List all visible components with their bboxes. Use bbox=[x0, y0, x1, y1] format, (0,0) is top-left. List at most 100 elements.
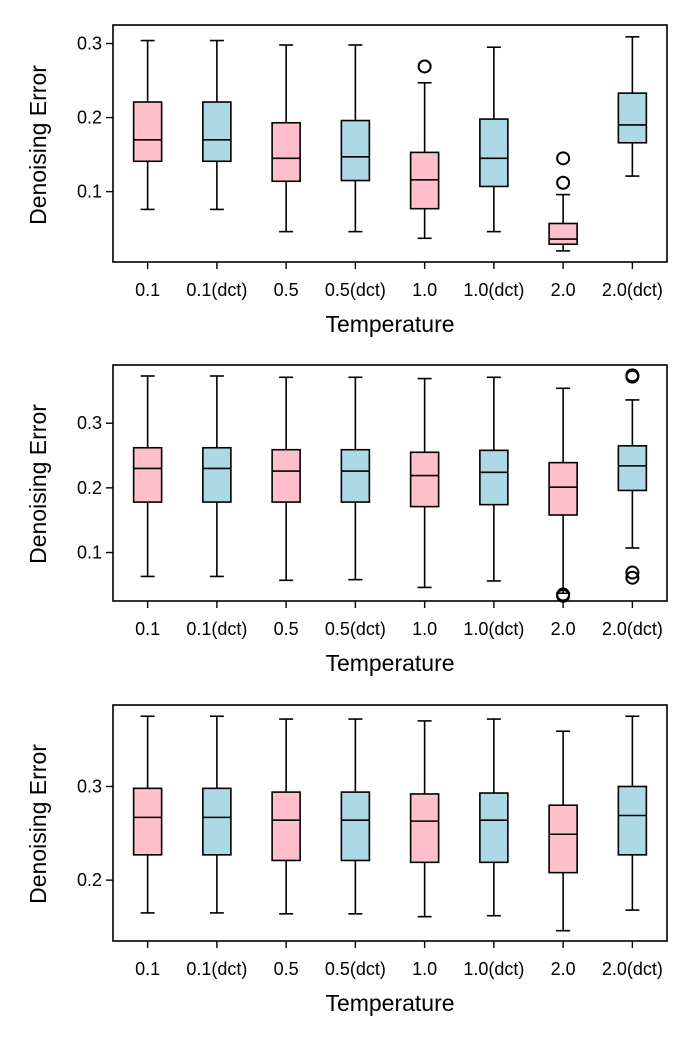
y-axis-label-group: Denoising Error bbox=[25, 744, 51, 904]
box-iqr bbox=[548, 222, 578, 246]
box-0.5(dct) bbox=[340, 718, 371, 915]
box-iqr bbox=[271, 791, 301, 862]
box-iqr bbox=[340, 791, 371, 862]
box-iqr bbox=[202, 446, 232, 503]
x-tick-label: 1.0 bbox=[412, 959, 437, 979]
box-1.0 bbox=[409, 377, 440, 589]
y-tick-label: 0.3 bbox=[77, 776, 102, 796]
box-iqr bbox=[202, 101, 232, 163]
y-axis-label: Denoising Error bbox=[25, 65, 51, 225]
box-2.0 bbox=[548, 151, 578, 252]
y-axis-label: Denoising Error bbox=[25, 404, 51, 564]
box-iqr bbox=[617, 92, 648, 144]
chart-panel-1: Denoising Error Temperature 0.1 0.2 0.3 0.1… bbox=[25, 24, 668, 337]
y-axis-label: Denoising Error bbox=[25, 744, 51, 904]
x-tick-label: 0.1(dct) bbox=[186, 619, 247, 639]
box-1.0(dct) bbox=[479, 46, 509, 233]
outlier-point bbox=[556, 587, 571, 602]
outlier-point bbox=[556, 175, 571, 190]
plot-area-frame bbox=[112, 24, 668, 263]
box-iqr bbox=[479, 449, 509, 506]
box-0.1 bbox=[132, 375, 163, 578]
box-iqr bbox=[548, 804, 578, 874]
box-iqr bbox=[132, 101, 163, 163]
box-2.0(dct) bbox=[617, 36, 648, 177]
x-tick-label: 1.0 bbox=[412, 619, 437, 639]
y-tick-label: 0.1 bbox=[77, 543, 102, 563]
box-iqr bbox=[548, 461, 578, 516]
box-0.1 bbox=[132, 39, 163, 211]
x-axis-label: Temperature bbox=[325, 650, 454, 676]
x-tick-label: 2.0(dct) bbox=[602, 619, 663, 639]
x-tick-label: 0.1(dct) bbox=[186, 280, 247, 300]
x-tick-label: 1.0 bbox=[412, 280, 437, 300]
box-iqr bbox=[617, 445, 648, 492]
box-1.0 bbox=[409, 720, 440, 918]
x-tick-label: 0.5(dct) bbox=[325, 619, 386, 639]
x-tick-label: 0.1 bbox=[135, 619, 160, 639]
y-tick-label: 0.1 bbox=[77, 182, 102, 202]
box-iqr bbox=[271, 448, 301, 503]
x-tick-label: 1.0(dct) bbox=[463, 280, 524, 300]
box-iqr bbox=[479, 792, 509, 864]
y-axis-label-group: Denoising Error bbox=[25, 404, 51, 564]
plot-area-frame bbox=[112, 364, 668, 602]
box-0.1(dct) bbox=[202, 39, 232, 211]
x-axis-label: Temperature bbox=[325, 311, 454, 337]
x-tick-label: 2.0(dct) bbox=[602, 959, 663, 979]
box-iqr bbox=[132, 446, 163, 503]
x-tick-label: 0.5 bbox=[274, 959, 299, 979]
box-2.0 bbox=[548, 387, 578, 603]
box-0.1(dct) bbox=[202, 715, 232, 914]
box-iqr bbox=[617, 785, 648, 856]
outlier-point bbox=[625, 368, 640, 383]
x-tick-label: 0.5 bbox=[274, 280, 299, 300]
box-iqr bbox=[340, 448, 371, 503]
x-tick-label: 0.1(dct) bbox=[186, 959, 247, 979]
box-iqr bbox=[132, 787, 163, 856]
plot-area-frame bbox=[112, 704, 668, 942]
x-tick-label: 0.5 bbox=[274, 619, 299, 639]
y-tick-label: 0.2 bbox=[77, 870, 102, 890]
x-tick-label: 2.0 bbox=[551, 619, 576, 639]
x-tick-label: 2.0 bbox=[551, 959, 576, 979]
outlier-point bbox=[625, 570, 640, 585]
x-tick-label: 0.5(dct) bbox=[325, 959, 386, 979]
box-iqr bbox=[409, 451, 440, 508]
chart-panel-3: Denoising Error Temperature 0.2 0.3 0.1 0.1… bbox=[25, 704, 668, 1016]
box-0.5 bbox=[271, 44, 301, 233]
x-tick-label: 0.5(dct) bbox=[325, 280, 386, 300]
box-0.5(dct) bbox=[340, 376, 371, 581]
y-tick-label: 0.2 bbox=[77, 478, 102, 498]
x-tick-label: 2.0(dct) bbox=[602, 280, 663, 300]
box-iqr bbox=[202, 787, 232, 856]
x-tick-label: 2.0 bbox=[551, 280, 576, 300]
box-iqr bbox=[409, 793, 440, 864]
y-tick-label: 0.3 bbox=[77, 34, 102, 54]
box-0.5 bbox=[271, 376, 301, 582]
y-tick-label: 0.3 bbox=[77, 413, 102, 433]
y-axis-label-group: Denoising Error bbox=[25, 65, 51, 225]
box-0.5(dct) bbox=[340, 44, 371, 233]
box-1.0(dct) bbox=[479, 376, 509, 582]
y-tick-label: 0.2 bbox=[77, 108, 102, 128]
box-2.0(dct) bbox=[617, 368, 648, 585]
box-iqr bbox=[271, 121, 301, 183]
box-iqr bbox=[340, 119, 371, 182]
outlier-point bbox=[417, 59, 432, 74]
outlier-point bbox=[625, 565, 640, 580]
box-2.0(dct) bbox=[617, 715, 648, 911]
x-axis-label: Temperature bbox=[325, 990, 454, 1016]
x-tick-label: 0.1 bbox=[135, 959, 160, 979]
chart-panel-2: Denoising Error Temperature 0.1 0.2 0.3 0.1… bbox=[25, 364, 668, 676]
box-2.0 bbox=[548, 730, 578, 932]
x-tick-label: 0.1 bbox=[135, 280, 160, 300]
box-iqr bbox=[479, 118, 509, 188]
box-0.5 bbox=[271, 718, 301, 915]
box-0.1 bbox=[132, 715, 163, 914]
x-tick-label: 1.0(dct) bbox=[463, 959, 524, 979]
outlier-point bbox=[556, 151, 571, 166]
box-0.1(dct) bbox=[202, 375, 232, 578]
box-1.0 bbox=[409, 59, 440, 240]
